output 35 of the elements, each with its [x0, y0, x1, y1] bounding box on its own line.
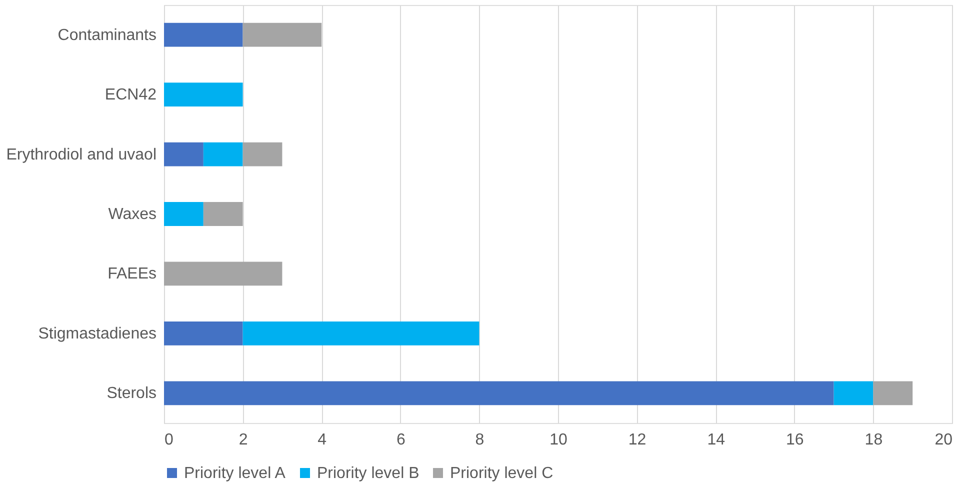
x-tick-label: 6 — [396, 432, 406, 448]
y-tick-label: Contaminants — [58, 26, 156, 44]
legend-label: Priority level B — [317, 465, 420, 482]
y-tick-label: Waxes — [108, 206, 156, 223]
bar — [242, 142, 282, 166]
bar — [242, 321, 480, 346]
x-tick-label: 4 — [318, 432, 327, 448]
bar — [203, 142, 243, 166]
y-tick-label: Erythrodiol and uvaol — [6, 146, 156, 164]
bar — [834, 381, 874, 406]
x-tick-label: 16 — [786, 432, 804, 448]
y-tick-label: FAEEs — [108, 266, 156, 283]
bar — [164, 262, 282, 286]
x-tick-label: 14 — [707, 432, 726, 448]
bar — [242, 22, 322, 47]
x-tick-label: 12 — [628, 432, 646, 448]
legend-label: Priority level A — [184, 465, 286, 482]
y-tick-label: Stigmastadienes — [38, 325, 156, 342]
x-tick-label: 2 — [238, 432, 248, 448]
bar — [164, 22, 243, 47]
legend-label: Priority level C — [450, 465, 554, 482]
x-tick-label: 8 — [475, 432, 484, 448]
bar — [203, 202, 243, 226]
bar — [164, 381, 834, 406]
bar — [164, 142, 204, 166]
bar — [164, 82, 243, 107]
bar — [873, 381, 913, 406]
y-tick-label: Sterols — [106, 385, 156, 402]
bar — [164, 202, 204, 226]
x-tick-label: 0 — [164, 432, 174, 448]
x-tick-label: 18 — [864, 432, 883, 448]
y-tick-label: ECN42 — [104, 86, 157, 104]
x-tick-label: 10 — [550, 432, 568, 448]
x-tick-label: 20 — [934, 432, 953, 448]
bar — [164, 321, 243, 346]
